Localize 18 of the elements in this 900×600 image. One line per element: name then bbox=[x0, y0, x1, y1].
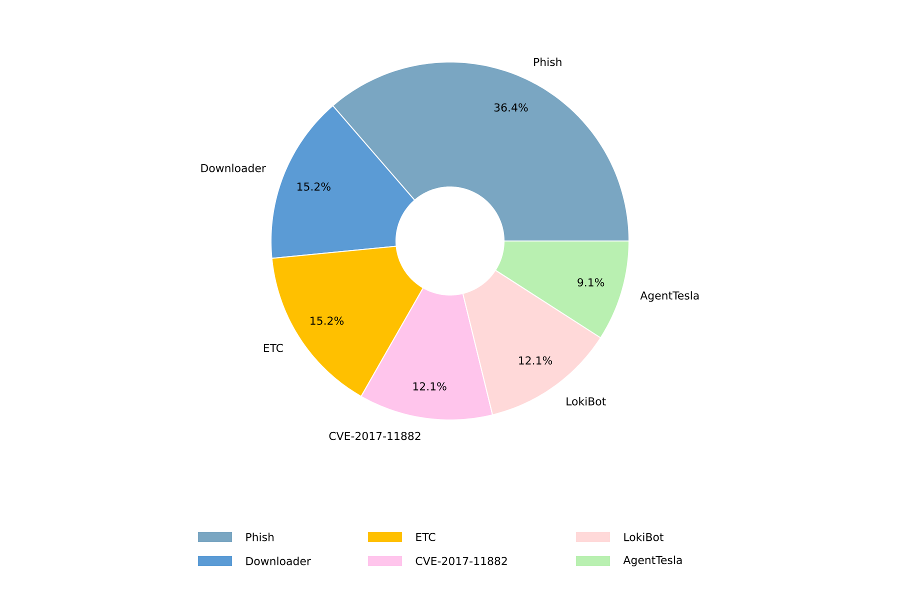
legend-label: Downloader bbox=[246, 556, 311, 566]
legend-label: CVE-2017-11882 bbox=[416, 556, 507, 566]
data-label: 15.2% bbox=[297, 182, 330, 191]
slice-label: Phish bbox=[534, 58, 562, 66]
legend-label: LokiBot bbox=[624, 532, 664, 542]
legend-label: ETC bbox=[416, 532, 436, 542]
data-label: 12.1% bbox=[413, 382, 446, 390]
legend-label: AgentTesla bbox=[623, 556, 682, 566]
slice-label: LokiBot bbox=[566, 397, 606, 406]
data-label: 36.4% bbox=[494, 103, 528, 112]
data-label: 12.1% bbox=[519, 356, 552, 365]
data-label: 9.1% bbox=[578, 278, 604, 286]
slice-label: ETC bbox=[264, 344, 283, 352]
legend-label: Phish bbox=[246, 532, 274, 542]
slice-label: AgentTesla bbox=[640, 291, 699, 302]
slice-label: CVE-2017-11882 bbox=[329, 432, 420, 440]
data-label: 15.2% bbox=[310, 316, 344, 325]
slice-label: Downloader bbox=[201, 164, 266, 172]
